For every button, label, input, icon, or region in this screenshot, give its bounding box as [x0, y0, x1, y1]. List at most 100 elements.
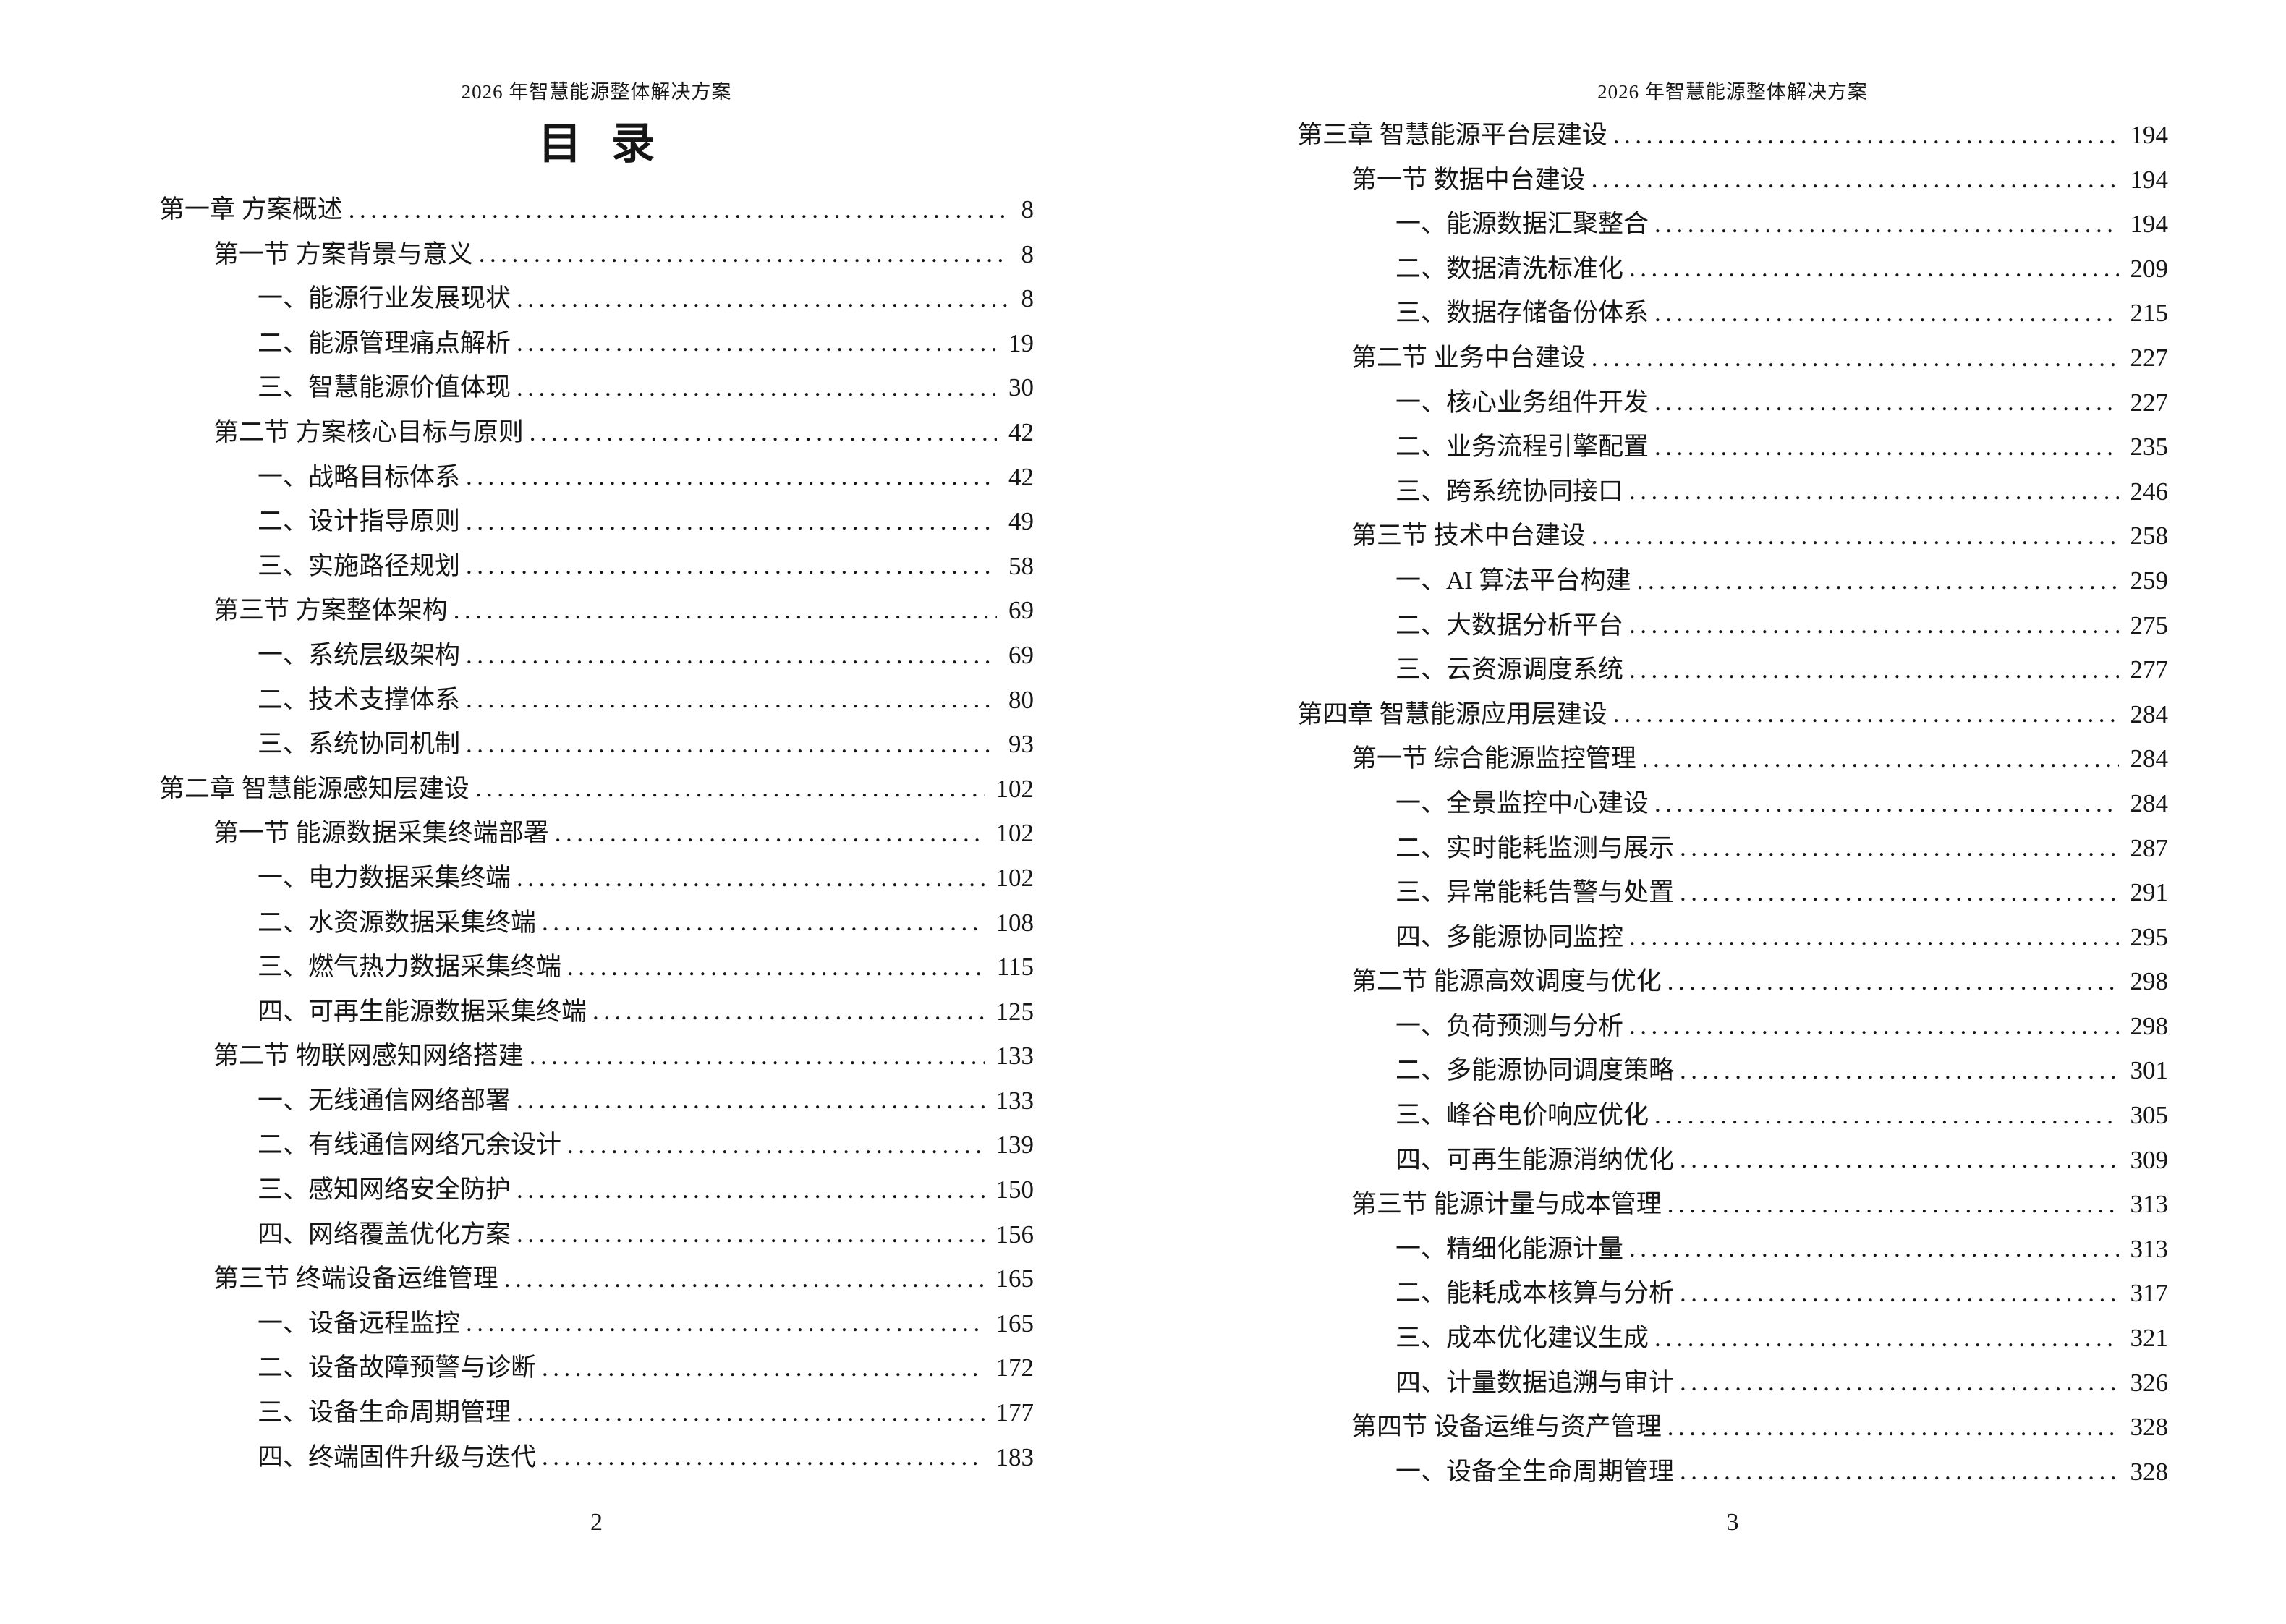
toc-dot-leader — [1654, 291, 2118, 336]
toc-row: 三、智慧能源价值体现 30 — [159, 365, 1034, 410]
toc-row: 一、能源数据汇聚整合 194 — [1297, 202, 2168, 247]
toc-row: 一、设备远程监控 165 — [159, 1301, 1034, 1346]
toc-row: 二、多能源协同调度策略 301 — [1297, 1048, 2168, 1093]
toc-page-number: 284 — [2130, 744, 2169, 773]
toc-page-number: 309 — [2130, 1145, 2169, 1174]
toc-dot-leader — [517, 365, 997, 410]
toc-dot-leader — [1629, 915, 2118, 960]
toc-page-number: 42 — [1008, 417, 1034, 446]
toc-row: 二、设计指导原则 49 — [159, 499, 1034, 544]
toc-entry-text: 一、AI 算法平台构建 — [1395, 566, 1631, 595]
toc-page-number: 328 — [2130, 1413, 2169, 1442]
toc-entry-text: 三、智慧能源价值体现 — [258, 373, 511, 402]
toc-entry-text: 三、成本优化建议生成 — [1395, 1324, 1649, 1353]
toc-entry-text: 第三节 能源计量与成本管理 — [1351, 1190, 1662, 1219]
toc-page-number: 102 — [995, 774, 1034, 803]
toc-entry-text: 一、能源行业发展现状 — [258, 284, 511, 313]
toc-row: 二、水资源数据采集终端 108 — [159, 901, 1034, 945]
toc-row: 二、设备故障预警与诊断 172 — [159, 1345, 1034, 1390]
toc-dot-leader — [542, 1435, 984, 1480]
toc-row: 三、异常能耗告警与处置 291 — [1297, 870, 2168, 915]
toc-dot-leader — [466, 455, 997, 500]
toc-entry-text: 三、设备生命周期管理 — [258, 1398, 511, 1427]
toc-entry-text: 三、峰谷电价响应优化 — [1395, 1101, 1649, 1130]
toc-dot-leader — [1667, 1405, 2119, 1450]
toc-row: 四、终端固件升级与迭代 183 — [159, 1435, 1034, 1480]
toc-dot-leader — [517, 276, 1009, 321]
toc-row: 四、可再生能源消纳优化 309 — [1297, 1138, 2168, 1183]
toc-entry-text: 二、数据清洗标准化 — [1395, 254, 1624, 283]
toc-dot-leader — [1613, 692, 2119, 737]
toc-entry-text: 三、燃气热力数据采集终端 — [258, 953, 562, 982]
toc-dot-leader — [1592, 158, 2119, 203]
toc-entry-text: 一、能源数据汇聚整合 — [1395, 210, 1649, 239]
toc-entry-text: 二、能耗成本核算与分析 — [1395, 1279, 1675, 1308]
toc-dot-leader — [1629, 469, 2118, 514]
toc-entry-text: 四、可再生能源数据采集终端 — [258, 997, 587, 1026]
toc-entry-text: 二、多能源协同调度策略 — [1395, 1056, 1675, 1085]
toc-page-number: 19 — [1008, 328, 1034, 357]
toc-entry-text: 四、多能源协同监控 — [1395, 922, 1624, 951]
toc-page-number: 150 — [995, 1176, 1034, 1204]
toc-dot-leader — [1592, 336, 2119, 381]
toc-dot-leader — [1654, 202, 2118, 247]
toc-entry-text: 第一节 数据中台建设 — [1351, 165, 1586, 194]
toc-page-number: 321 — [2130, 1324, 2169, 1353]
toc-dot-leader — [466, 722, 997, 767]
toc-row: 一、系统层级架构 69 — [159, 633, 1034, 678]
toc-row: 一、AI 算法平台构建 259 — [1297, 558, 2168, 603]
toc-page-number: 172 — [995, 1353, 1034, 1382]
toc-entry-text: 第一节 方案背景与意义 — [213, 239, 473, 268]
toc-page-number: 291 — [2130, 878, 2169, 907]
toc-entry-text: 一、设备远程监控 — [258, 1309, 461, 1338]
toc-page-number: 301 — [2130, 1056, 2169, 1085]
toc-dot-leader — [1654, 381, 2118, 425]
toc-dot-leader — [517, 1168, 984, 1212]
toc-row: 第二章 智慧能源感知层建设 102 — [159, 767, 1034, 812]
toc-page-number: 326 — [2130, 1368, 2169, 1397]
toc-row: 三、成本优化建议生成 321 — [1297, 1316, 2168, 1361]
toc-row: 第二节 业务中台建设 227 — [1297, 336, 2168, 381]
toc-entry-text: 三、异常能耗告警与处置 — [1395, 878, 1675, 907]
toc-dot-leader — [466, 678, 997, 723]
toc-page-number: 317 — [2130, 1279, 2169, 1308]
toc-page-number: 8 — [1021, 284, 1034, 313]
toc-dot-leader — [517, 321, 997, 366]
toc-dot-leader — [466, 633, 997, 678]
toc-row: 三、系统协同机制 93 — [159, 722, 1034, 767]
toc-row: 二、能耗成本核算与分析 317 — [1297, 1271, 2168, 1316]
toc-entry-text: 二、能源管理痛点解析 — [258, 328, 511, 357]
toc-page-number: 298 — [2130, 1011, 2169, 1040]
toc-row: 三、峰谷电价响应优化 305 — [1297, 1093, 2168, 1138]
toc-dot-leader — [1629, 647, 2118, 692]
toc-row: 三、感知网络安全防护 150 — [159, 1168, 1034, 1212]
toc-dot-leader — [542, 901, 984, 945]
toc-row: 二、能源管理痛点解析 19 — [159, 321, 1034, 366]
toc-dot-leader — [1629, 1227, 2118, 1272]
toc-row: 二、大数据分析平台 275 — [1297, 603, 2168, 648]
toc-row: 第三节 终端设备运维管理 165 — [159, 1257, 1034, 1301]
toc-entry-text: 第一节 能源数据采集终端部署 — [213, 819, 549, 848]
right-toc-list: 第三章 智慧能源平台层建设 194 第一节 数据中台建设 194 一、能源数据汇聚整合 1… — [1297, 113, 2168, 1494]
toc-dot-leader — [349, 187, 1010, 232]
toc-entry-text: 一、战略目标体系 — [258, 462, 461, 491]
toc-page-number: 102 — [995, 819, 1034, 848]
toc-row: 三、实施路径规划 58 — [159, 544, 1034, 589]
toc-page-number: 284 — [2130, 788, 2169, 817]
toc-entry-text: 第三节 终端设备运维管理 — [213, 1264, 498, 1293]
toc-entry-text: 四、终端固件升级与迭代 — [258, 1442, 537, 1471]
toc-page-number: 227 — [2130, 388, 2169, 417]
toc-row: 三、跨系统协同接口 246 — [1297, 469, 2168, 514]
toc-dot-leader — [530, 410, 997, 455]
toc-page-number: 258 — [2130, 522, 2169, 550]
toc-entry-text: 三、云资源调度系统 — [1395, 655, 1624, 684]
toc-entry-text: 二、大数据分析平台 — [1395, 611, 1624, 639]
toc-dot-leader — [517, 1079, 984, 1123]
toc-page-number: 69 — [1008, 596, 1034, 625]
toc-row: 二、实时能耗监测与展示 287 — [1297, 826, 2168, 871]
toc-row: 二、数据清洗标准化 209 — [1297, 247, 2168, 292]
toc-row: 一、全景监控中心建设 284 — [1297, 781, 2168, 826]
toc-entry-text: 第三章 智慧能源平台层建设 — [1297, 121, 1607, 149]
toc-entry-text: 二、技术支撑体系 — [258, 685, 461, 714]
